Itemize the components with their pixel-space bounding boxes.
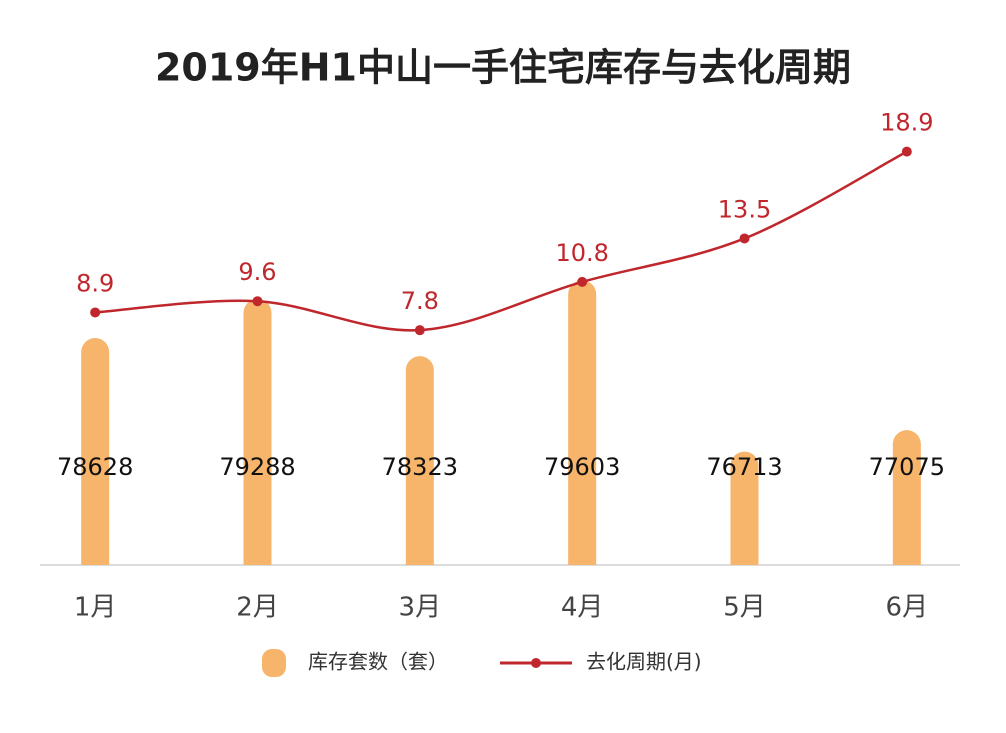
x-tick-label: 6月	[886, 593, 929, 623]
x-tick-label: 1月	[74, 593, 117, 623]
bar	[730, 451, 759, 565]
bar-value-label: 78628	[57, 453, 133, 481]
bar-value-label: 78323	[382, 453, 458, 481]
line-point	[901, 146, 912, 157]
x-tick-label: 3月	[399, 593, 442, 623]
line-value-label: 10.8	[555, 239, 608, 267]
line-value-label: 7.8	[401, 287, 439, 315]
line-value-label: 18.9	[880, 109, 933, 137]
legend-swatch	[531, 658, 541, 668]
bar	[405, 356, 434, 565]
bar	[568, 280, 597, 565]
line-value-label: 8.9	[76, 269, 114, 297]
x-tick-label: 2月	[236, 593, 279, 623]
chart-title: 2019年H1中山一手住宅库存与去化周期	[155, 46, 851, 90]
bar	[243, 298, 272, 565]
line-point	[739, 233, 750, 244]
line-point	[414, 325, 425, 336]
line-value-label: 9.6	[238, 258, 276, 286]
bar-value-label: 79288	[219, 453, 295, 481]
legend-label: 库存套数（套）	[308, 650, 448, 674]
bar	[892, 430, 921, 565]
x-tick-label: 4月	[561, 593, 604, 623]
line-point	[90, 307, 101, 318]
bar-value-label: 79603	[544, 453, 620, 481]
bar-value-label: 77075	[869, 453, 945, 481]
bar	[81, 338, 110, 565]
line-point	[577, 276, 588, 287]
line	[95, 150, 908, 332]
line-point	[252, 296, 263, 307]
line-value-label: 13.5	[718, 195, 771, 223]
bar-value-label: 76713	[706, 453, 782, 481]
x-tick-label: 5月	[723, 593, 766, 623]
legend-label: 去化周期(月)	[586, 650, 702, 674]
legend-swatch	[262, 649, 286, 677]
